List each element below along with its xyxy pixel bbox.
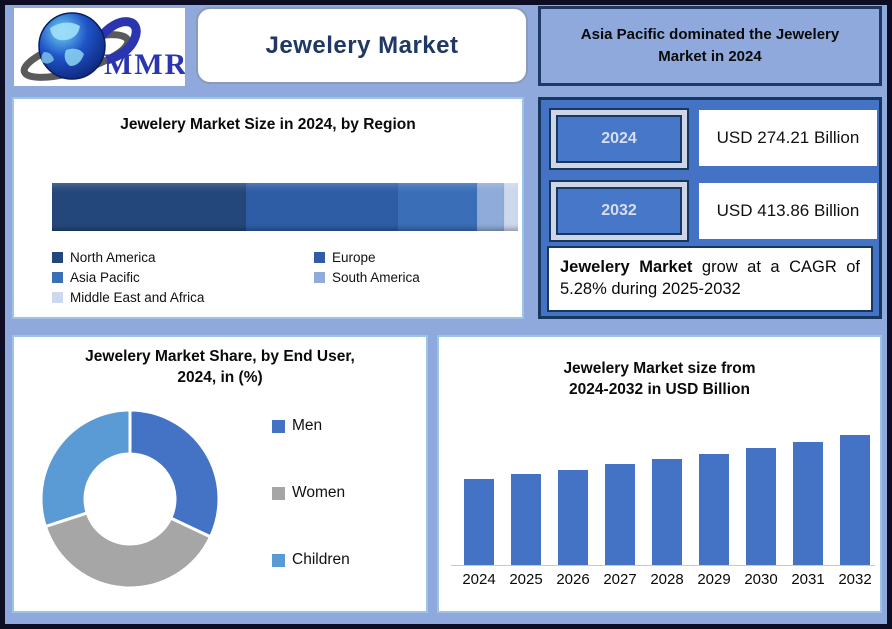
- region-chart-title: Jewelery Market Size in 2024, by Region: [120, 116, 416, 133]
- year-box-2024: 2024: [549, 108, 689, 170]
- logo-text: MMR: [104, 48, 185, 81]
- cagr-note-rest: grow at a CAGR of 5.28% during 2025-2032: [560, 258, 860, 299]
- value-box-2024: USD 274.21 Billion: [699, 110, 877, 166]
- year-box-2032: 2032: [549, 180, 689, 242]
- legend-swatch-icon: [272, 419, 285, 433]
- stat-panel: 2024 USD 274.21 Billion 2032 USD 413.86 …: [538, 97, 882, 319]
- legend-swatch-icon: [52, 251, 63, 263]
- region-stacked-bar: [52, 183, 518, 231]
- legend-swatch-icon: [52, 271, 63, 283]
- bar-2029: [699, 454, 729, 565]
- end-user-chart-title: Jewelery Market Share, by End User, 2024…: [85, 348, 355, 386]
- x-tick-2029: 2029: [697, 571, 731, 588]
- growth-chart-title: Jewelery Market size from 2024-2032 in U…: [563, 360, 756, 398]
- value-box-2032: USD 413.86 Billion: [699, 183, 877, 239]
- region-segment-north-america: [52, 183, 246, 231]
- bar-slot-2029: [694, 337, 734, 565]
- cagr-note: Jewelery Market grow at a CAGR of 5.28% …: [547, 246, 873, 312]
- bar-2032: [840, 435, 870, 565]
- legend-swatch-icon: [52, 291, 63, 303]
- bar-slot-2028: [647, 337, 687, 565]
- legend-item-south-america: South America: [314, 267, 420, 287]
- bar-slot-2025: [506, 337, 546, 565]
- bar-2026: [558, 470, 588, 565]
- mmr-logo: MMR: [14, 8, 186, 86]
- bar-2031: [793, 442, 823, 565]
- legend-swatch-icon: [272, 553, 285, 567]
- end-user-donut: [39, 408, 221, 590]
- growth-panel: Jewelery Market size from 2024-2032 in U…: [437, 335, 882, 613]
- legend-label: South America: [332, 269, 420, 285]
- mmr-logo-graphic: MMR: [20, 12, 186, 81]
- region-legend: North America Asia Pacific Middle East and…: [52, 247, 420, 307]
- bar-slot-2024: [459, 337, 499, 565]
- legend-label: Men: [292, 417, 323, 434]
- bar-2024: [464, 479, 494, 565]
- legend-item-asia-pacific: Asia Pacific: [52, 267, 314, 287]
- x-tick-2025: 2025: [509, 571, 543, 588]
- highlight-note-text: Asia Pacific dominated the Jewelery Mark…: [580, 25, 840, 66]
- legend-item-north-america: North America: [52, 247, 314, 267]
- legend-label: Asia Pacific: [70, 269, 140, 285]
- bar-slot-2030: [741, 337, 781, 565]
- region-segment-south-america: [476, 183, 504, 231]
- bar-slot-2031: [788, 337, 828, 565]
- legend-label: North America: [70, 249, 156, 265]
- legend-item-europe: Europe: [314, 247, 420, 267]
- main-title-box: Jewelery Market: [196, 7, 528, 84]
- bar-slot-2026: [553, 337, 593, 565]
- end-user-panel: Jewelery Market Share, by End User, 2024…: [12, 335, 428, 613]
- cagr-note-lead: Jewelery Market: [560, 258, 693, 276]
- legend-item-children: Children: [272, 551, 350, 569]
- bar-2030: [746, 448, 776, 565]
- x-tick-2024: 2024: [462, 571, 496, 588]
- x-tick-2030: 2030: [744, 571, 778, 588]
- legend-label: Europe: [332, 249, 376, 265]
- x-axis-line: [451, 565, 875, 566]
- donut-slice-men: [128, 408, 221, 539]
- bar-slot-2027: [600, 337, 640, 565]
- legend-label: Middle East and Africa: [70, 289, 205, 305]
- legend-label: Women: [292, 484, 346, 501]
- bar-2027: [605, 464, 635, 565]
- highlight-note: Asia Pacific dominated the Jewelery Mark…: [538, 6, 882, 86]
- x-tick-2032: 2032: [838, 571, 872, 588]
- x-tick-2026: 2026: [556, 571, 590, 588]
- legend-item-middle-east-and-africa: Middle East and Africa: [52, 287, 314, 307]
- legend-swatch-icon: [314, 271, 325, 283]
- growth-year-labels: 2024 2025 2026 2027 2028 2029 2030 2031 2032: [459, 571, 875, 588]
- region-segment-asia-pacific: [397, 183, 477, 231]
- legend-item-women: Women: [272, 484, 350, 502]
- year-box-2032-label: 2032: [556, 187, 682, 235]
- region-segment-europe: [245, 183, 398, 231]
- logo-blue-swoosh: [96, 17, 141, 65]
- region-segment-middle-east-and-africa: [503, 183, 518, 231]
- donut-slice-children: [39, 408, 132, 529]
- legend-label: Children: [292, 551, 350, 568]
- page-title: Jewelery Market: [265, 31, 459, 59]
- growth-bars: [459, 337, 875, 565]
- legend-swatch-icon: [272, 486, 285, 500]
- x-tick-2027: 2027: [603, 571, 637, 588]
- bar-2028: [652, 459, 682, 565]
- bar-slot-2032: [835, 337, 875, 565]
- x-tick-2028: 2028: [650, 571, 684, 588]
- end-user-legend: Men Women Children: [272, 417, 350, 618]
- legend-item-men: Men: [272, 417, 350, 435]
- year-box-2024-label: 2024: [556, 115, 682, 163]
- globe-icon: [38, 12, 106, 80]
- x-tick-2031: 2031: [791, 571, 825, 588]
- region-panel: Jewelery Market Size in 2024, by Region …: [12, 97, 524, 319]
- bar-2025: [511, 474, 541, 565]
- legend-swatch-icon: [314, 251, 325, 263]
- donut-slice-women: [43, 511, 213, 590]
